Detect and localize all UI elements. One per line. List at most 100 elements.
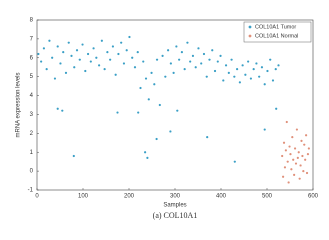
point (155, 58, 159, 61)
point (75, 49, 79, 52)
point (304, 158, 307, 161)
point (61, 109, 64, 112)
point (139, 86, 142, 90)
point (146, 156, 149, 159)
point (258, 75, 261, 78)
point (144, 77, 148, 80)
point (205, 75, 208, 78)
point (176, 109, 179, 112)
legend-marker (248, 34, 252, 38)
y-tick-label: -1 (28, 188, 34, 194)
point (56, 107, 59, 110)
point (255, 62, 258, 65)
point (183, 68, 186, 71)
point (133, 66, 137, 69)
point (206, 136, 209, 139)
point (298, 177, 301, 180)
point (233, 160, 236, 163)
chart: (a) COL10A1 Samples mRNA expression leve… (16, 18, 319, 220)
point (281, 154, 284, 158)
y-tick-label: 3 (30, 112, 34, 118)
point (136, 51, 139, 54)
point (305, 171, 309, 175)
point (194, 66, 197, 69)
point (294, 162, 298, 165)
point (150, 71, 153, 74)
point (53, 77, 57, 80)
point (37, 52, 40, 56)
point (208, 58, 211, 61)
point (244, 73, 247, 76)
point (303, 143, 306, 146)
point (81, 43, 84, 46)
point (158, 103, 161, 107)
point (62, 51, 65, 54)
point (300, 139, 303, 142)
point (147, 98, 150, 101)
point (116, 111, 119, 114)
point (292, 158, 295, 161)
y-tick-label: 2 (30, 131, 34, 137)
point (155, 137, 158, 141)
point (100, 39, 103, 42)
point (142, 60, 145, 63)
point (128, 35, 131, 39)
x-tick-label: 600 (308, 194, 319, 200)
point (180, 51, 183, 54)
plot-frame (36, 19, 314, 191)
point (249, 77, 252, 80)
point (291, 136, 294, 139)
point (197, 47, 200, 50)
point (153, 83, 156, 86)
y-axis-label: mRNA expression levels (16, 72, 22, 137)
point (284, 149, 287, 152)
point (306, 153, 310, 156)
x-axis-label: Samples (163, 203, 186, 209)
point (286, 160, 289, 163)
point (86, 52, 90, 56)
y-tick-label: 8 (30, 18, 34, 24)
point (114, 73, 117, 76)
point (263, 83, 266, 86)
x-tick-label: 300 (170, 194, 181, 200)
point (122, 62, 126, 65)
point (98, 64, 101, 67)
point (73, 66, 76, 69)
point (211, 49, 214, 52)
point (169, 62, 172, 65)
point (297, 151, 300, 154)
point (48, 39, 51, 42)
point (271, 79, 275, 82)
point (178, 58, 181, 61)
y-tick-label: 5 (30, 74, 34, 80)
point (131, 56, 134, 59)
point (290, 168, 293, 171)
point (247, 60, 250, 63)
point (164, 75, 167, 78)
x-tick-label: 0 (35, 194, 39, 200)
point (169, 130, 172, 133)
point (191, 54, 195, 57)
point (78, 58, 81, 61)
point (269, 58, 272, 61)
x-tick-label: 200 (124, 194, 135, 200)
point (95, 56, 98, 59)
point (252, 68, 255, 71)
point (189, 60, 192, 63)
point (72, 154, 75, 158)
point (263, 128, 266, 131)
point (233, 75, 236, 78)
point (287, 181, 290, 184)
x-tick-label: 500 (262, 194, 273, 200)
point (222, 79, 225, 82)
chart-title: (a) COL10A1 (153, 211, 198, 220)
point (67, 41, 70, 44)
point (238, 81, 241, 84)
y-tick-label: 1 (30, 150, 34, 156)
point (305, 134, 308, 137)
legend-marker (248, 25, 252, 29)
point (45, 68, 48, 71)
point (161, 54, 164, 57)
point (42, 47, 46, 50)
y-tick-label: 7 (30, 36, 34, 42)
